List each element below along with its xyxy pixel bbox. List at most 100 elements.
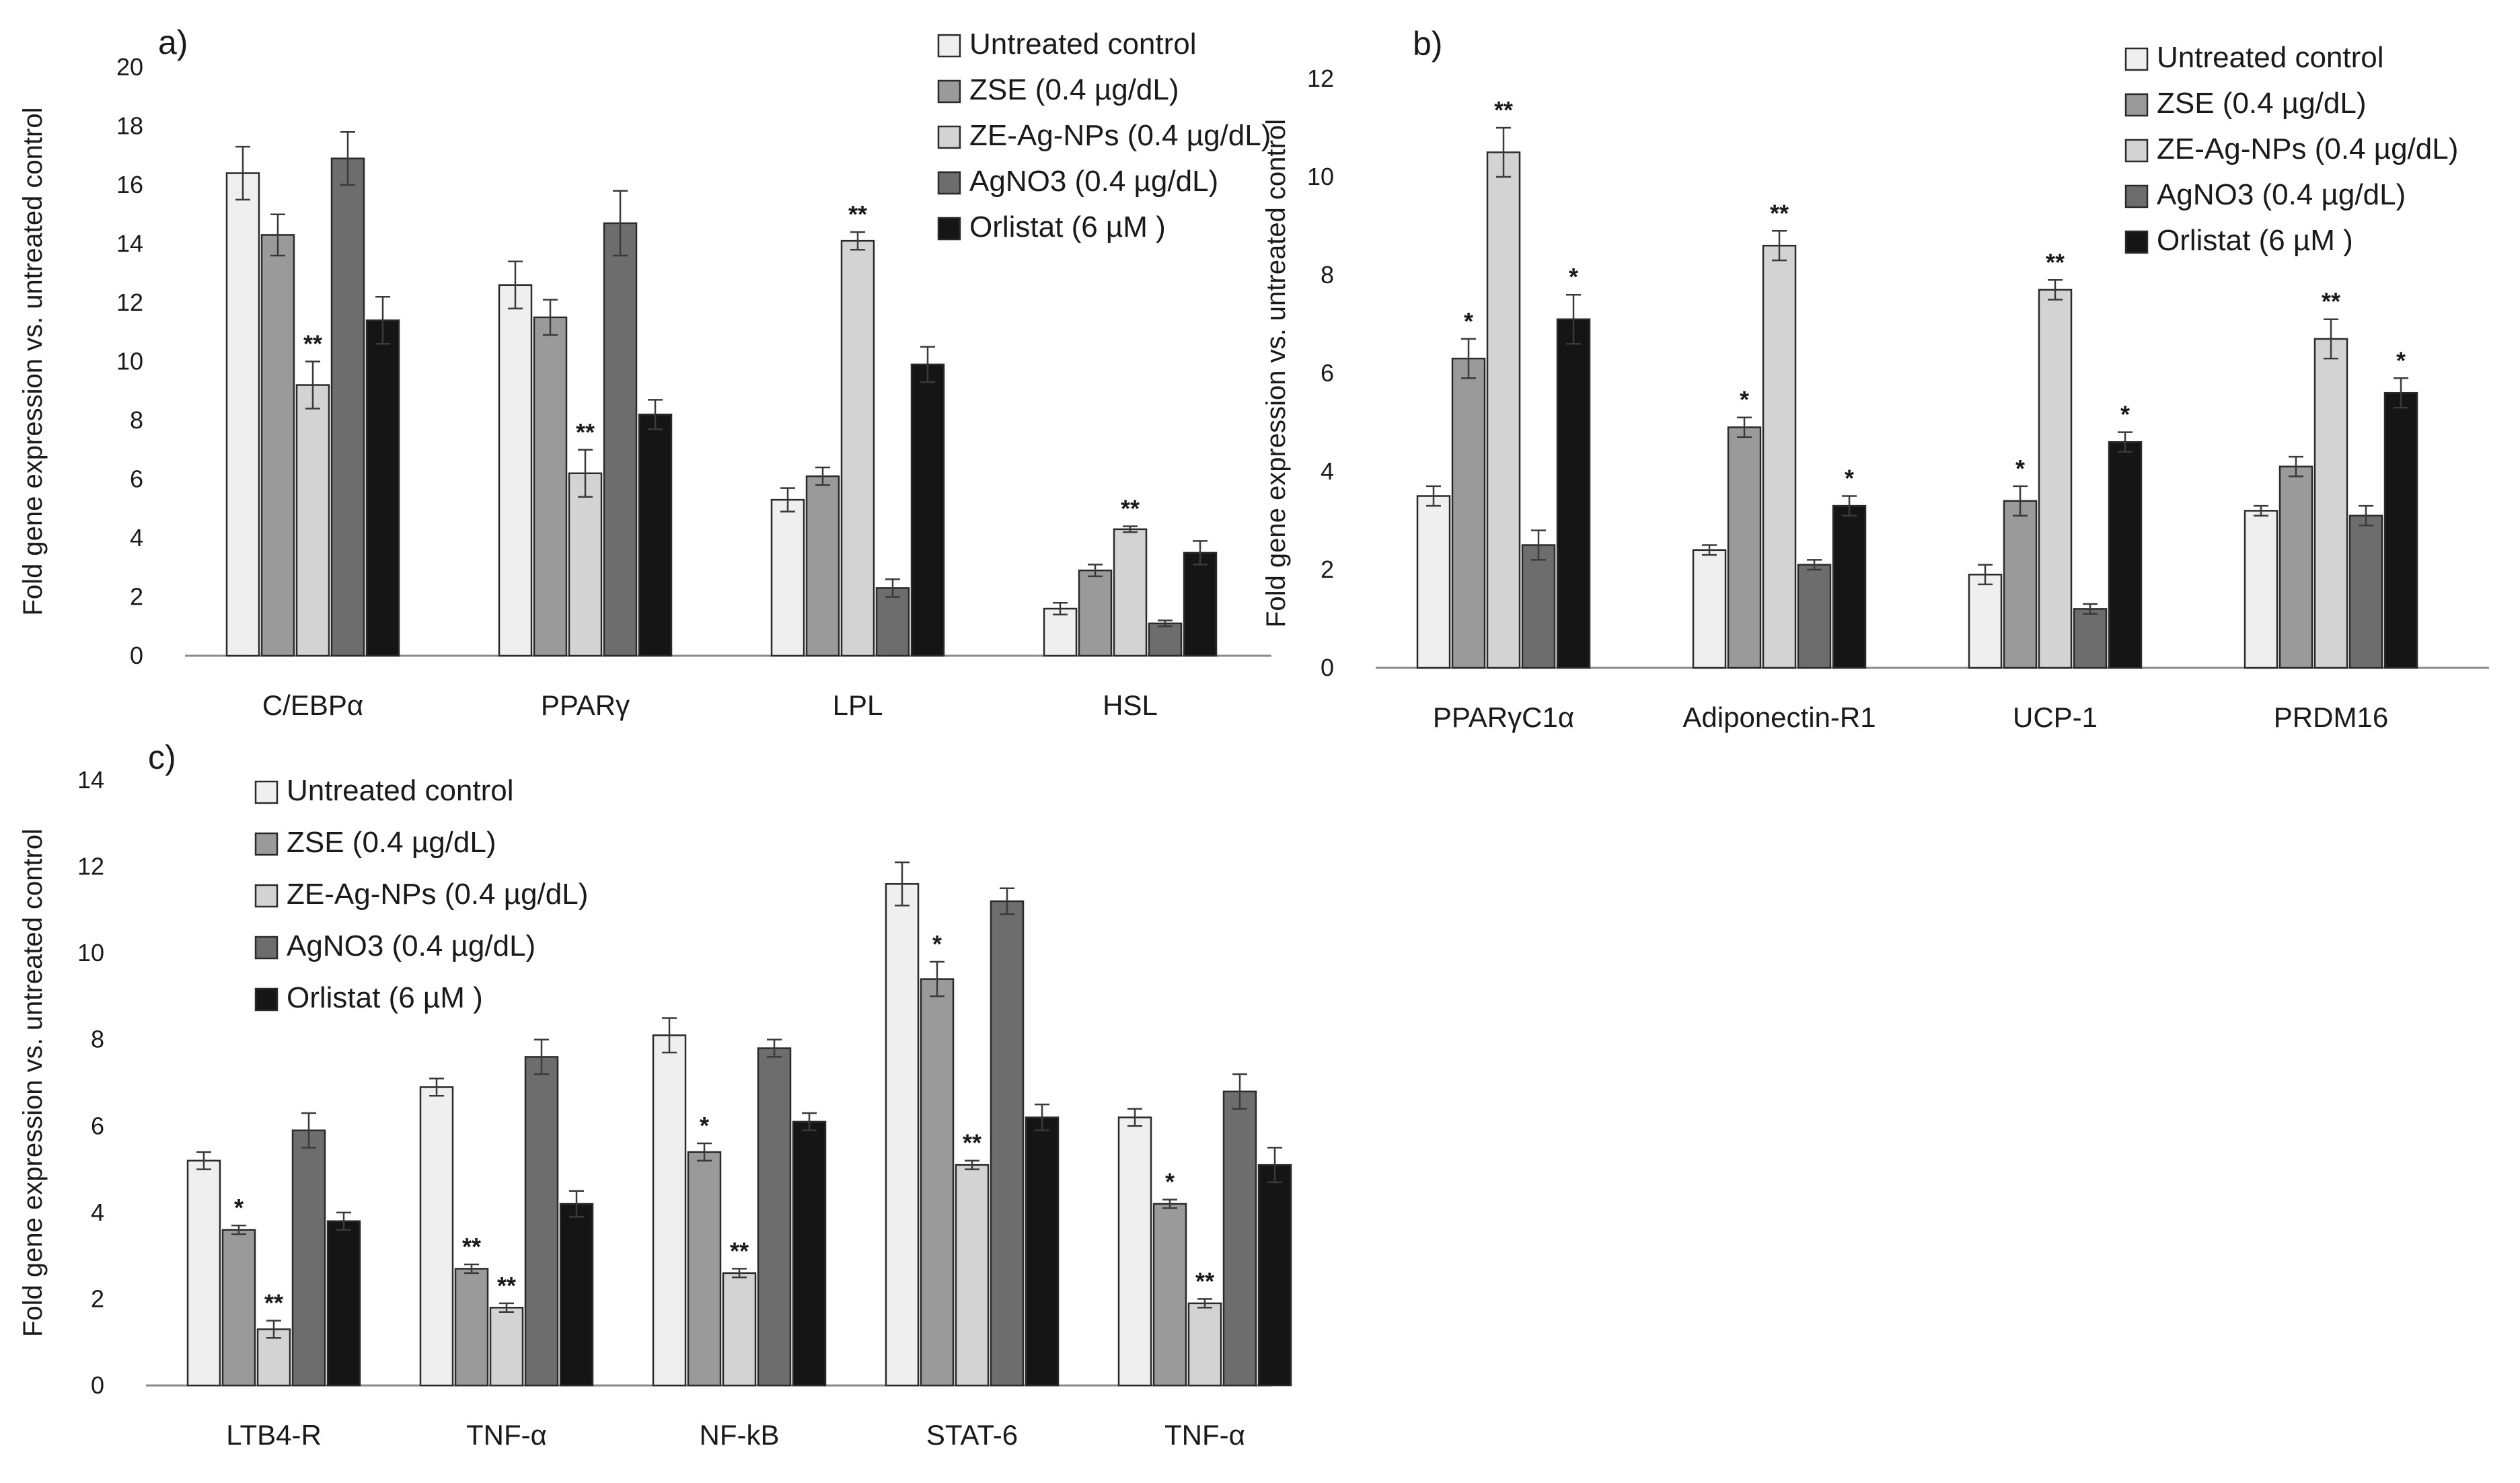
legend-swatch xyxy=(2124,184,2149,208)
bar-b-3-0 xyxy=(1521,544,1556,669)
legend-swatch xyxy=(2124,47,2149,71)
bar-c-1-3 xyxy=(920,978,955,1387)
y-tick-label: 4 xyxy=(91,1199,104,1226)
legend-swatch xyxy=(254,987,279,1012)
bar-a-2-1 xyxy=(568,472,603,657)
bar-a-1-1 xyxy=(533,316,568,657)
x-category-label: PRDM16 xyxy=(2274,701,2388,733)
y-tick-label: 14 xyxy=(77,766,104,794)
significance-mark: ** xyxy=(1770,199,1789,227)
significance-mark: ** xyxy=(1195,1267,1214,1295)
bar-b-0-0 xyxy=(1416,495,1451,669)
y-tick-label: 4 xyxy=(1321,457,1334,485)
y-tick-label: 20 xyxy=(116,53,143,81)
legend-label: Untreated control xyxy=(969,28,1197,61)
legend-label: ZE-Ag-NPs (0.4 µg/dL) xyxy=(2157,132,2458,165)
panel-label: b) xyxy=(1413,25,1442,63)
legend-swatch xyxy=(937,171,961,195)
legend-swatch xyxy=(254,884,279,908)
legend-swatch xyxy=(2124,230,2149,254)
y-tick-label: 8 xyxy=(91,1026,104,1053)
y-tick-label: 10 xyxy=(116,348,143,375)
y-tick-label: 2 xyxy=(1321,556,1334,583)
bar-c-4-3 xyxy=(1025,1116,1060,1387)
bar-a-2-3 xyxy=(1113,528,1148,657)
bar-b-1-0 xyxy=(1451,357,1486,669)
bar-c-0-4 xyxy=(1117,1116,1152,1387)
x-category-label: C/EBPα xyxy=(262,689,363,721)
legend-label: ZE-Ag-NPs (0.4 µg/dL) xyxy=(287,878,588,911)
legend-label: ZSE (0.4 µg/dL) xyxy=(2157,87,2366,120)
bar-b-2-2 xyxy=(2038,289,2073,669)
bar-c-3-0 xyxy=(291,1129,326,1387)
bar-c-4-0 xyxy=(326,1220,361,1387)
significance-mark: ** xyxy=(1121,495,1140,523)
legend-swatch xyxy=(254,780,279,804)
y-tick-label: 18 xyxy=(116,112,143,140)
panel-b-chart: b) Fold gene expression vs. untreated con… xyxy=(1261,25,2489,733)
legend-label: Untreated control xyxy=(2157,41,2384,74)
y-tick-label: 14 xyxy=(116,230,143,258)
bar-c-2-1 xyxy=(489,1307,524,1387)
bar-a-4-3 xyxy=(1183,552,1218,657)
y-tick-label: 12 xyxy=(116,289,143,316)
bar-b-0-2 xyxy=(1968,574,2003,669)
bar-b-3-2 xyxy=(2073,608,2108,669)
bar-a-4-1 xyxy=(638,414,673,657)
significance-mark: * xyxy=(2396,346,2406,374)
significance-mark: ** xyxy=(462,1233,481,1260)
legend-label: ZSE (0.4 µg/dL) xyxy=(287,826,496,859)
x-category-label: STAT-6 xyxy=(926,1419,1018,1451)
bar-c-4-1 xyxy=(559,1203,594,1387)
legend-label: Orlistat (6 µM ) xyxy=(2157,224,2353,257)
bar-b-1-2 xyxy=(2003,500,2038,669)
panel-a-chart: a) Fold gene expression vs. untreated con… xyxy=(18,24,1271,721)
significance-mark: * xyxy=(1464,307,1473,335)
bar-b-3-3 xyxy=(2348,515,2383,669)
significance-mark: * xyxy=(1845,465,1854,492)
significance-mark: * xyxy=(932,930,942,958)
legend-swatch xyxy=(937,217,961,241)
bar-c-3-2 xyxy=(757,1047,792,1387)
legend-label: Untreated control xyxy=(287,774,514,807)
bar-a-3-1 xyxy=(603,222,638,657)
legend-label: ZE-Ag-NPs (0.4 µg/dL) xyxy=(969,119,1271,152)
legend-swatch xyxy=(2124,139,2149,163)
significance-mark: * xyxy=(2120,401,2130,428)
bar-c-1-0 xyxy=(221,1229,256,1387)
bar-c-2-4 xyxy=(1187,1302,1222,1387)
significance-mark: ** xyxy=(730,1237,749,1264)
y-tick-label: 10 xyxy=(77,939,104,966)
significance-mark: ** xyxy=(576,418,595,446)
y-tick-label: 10 xyxy=(1307,163,1334,190)
significance-mark: ** xyxy=(2046,248,2065,276)
legend-label: AgNO3 (0.4 µg/dL) xyxy=(2157,178,2406,211)
y-tick-label: 0 xyxy=(1321,654,1334,681)
y-tick-label: 8 xyxy=(130,406,143,434)
bar-b-3-1 xyxy=(1797,564,1832,669)
bar-c-3-4 xyxy=(1222,1090,1257,1387)
bar-b-1-3 xyxy=(2278,465,2313,669)
bar-a-3-2 xyxy=(875,587,910,657)
bar-a-4-0 xyxy=(365,319,400,657)
y-tick-label: 2 xyxy=(91,1285,104,1312)
bar-c-0-1 xyxy=(419,1086,454,1387)
significance-mark: ** xyxy=(1494,96,1513,124)
panel-label: a) xyxy=(158,24,188,61)
x-category-label: LTB4-R xyxy=(226,1419,322,1451)
bar-a-4-2 xyxy=(910,363,945,657)
significance-mark: * xyxy=(700,1112,709,1139)
y-axis-label: Fold gene expression vs. untreated contr… xyxy=(1261,119,1291,628)
significance-mark: ** xyxy=(848,200,867,228)
x-category-label: TNF-α xyxy=(1164,1419,1245,1451)
significance-mark: * xyxy=(1165,1168,1175,1196)
y-tick-label: 6 xyxy=(130,465,143,493)
bar-a-1-0 xyxy=(260,234,295,657)
bar-a-1-3 xyxy=(1078,569,1113,657)
significance-mark: * xyxy=(1569,263,1578,291)
bar-b-4-1 xyxy=(1832,504,1867,669)
bar-c-0-3 xyxy=(885,883,920,1387)
x-category-label: LPL xyxy=(833,689,883,721)
x-category-label: UCP-1 xyxy=(2013,701,2098,733)
